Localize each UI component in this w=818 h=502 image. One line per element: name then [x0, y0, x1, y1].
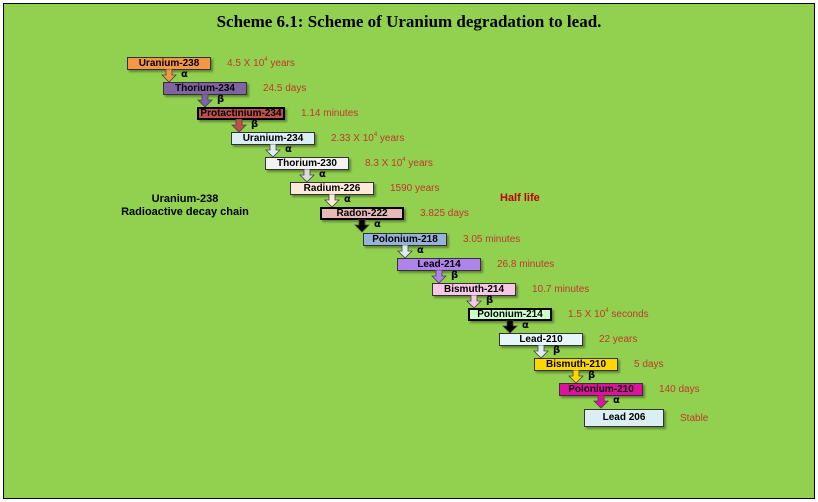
decay-arrow-icon — [324, 194, 340, 208]
half-life-value: 8.3 X 104 years — [365, 157, 433, 170]
alpha-decay-symbol: α — [319, 169, 326, 180]
decay-arrow-icon — [299, 169, 315, 183]
alpha-decay-symbol: α — [613, 395, 620, 406]
alpha-decay-symbol: α — [285, 144, 292, 155]
beta-decay-symbol: β — [553, 345, 561, 356]
half-life-mantissa: 2.33 X 10 — [331, 133, 374, 144]
half-life-value: 1590 years — [390, 183, 440, 194]
decay-arrow-icon — [161, 69, 177, 83]
half-life-value: 1.5 X 104 seconds — [568, 308, 649, 321]
half-life-exponent: 4 — [605, 308, 609, 314]
half-life-exponent: 4 — [402, 157, 406, 163]
half-life-value: 24.5 days — [263, 83, 307, 94]
half-life-value: 26.8 minutes — [497, 259, 555, 270]
alpha-decay-symbol: α — [181, 69, 188, 80]
half-life-exponent: 4 — [264, 57, 268, 63]
half-life-value: 140 days — [659, 384, 700, 395]
half-life-unit: years — [377, 133, 405, 144]
half-life-value: 2.33 X 104 years — [331, 132, 404, 145]
scheme-title: Scheme 6.1: Scheme of Uranium degradatio… — [216, 12, 602, 31]
alpha-decay-symbol: α — [522, 320, 529, 331]
half-life-unit: seconds — [608, 309, 649, 320]
alpha-decay-symbol: α — [344, 194, 351, 205]
decay-arrow-icon — [466, 295, 482, 309]
half-life-unit: years — [267, 58, 295, 69]
nuclide-box: Lead 206 — [584, 409, 664, 427]
decay-arrow-icon — [231, 119, 247, 133]
decay-arrow-icon — [568, 370, 584, 384]
decay-chain-label-line1: Uranium-238 — [151, 193, 219, 205]
decay-chain-label: Uranium-238 Radioactive decay chain — [100, 193, 270, 219]
half-life-value: 22 years — [599, 334, 638, 345]
half-life-value: 1.14 minutes — [301, 108, 359, 119]
half-life-mantissa: 4.5 X 10 — [227, 58, 265, 69]
half-life-value: 3.05 minutes — [463, 234, 521, 245]
half-life-value: 10.7 minutes — [532, 284, 590, 295]
half-life-unit: years — [405, 158, 433, 169]
half-life-heading: Half life — [500, 192, 540, 204]
beta-decay-symbol: β — [217, 94, 225, 105]
beta-decay-symbol: β — [451, 270, 459, 281]
decay-arrow-icon — [593, 395, 609, 409]
half-life-mantissa: 8.3 X 10 — [365, 158, 403, 169]
decay-arrow-icon — [502, 320, 518, 334]
half-life-value: 4.5 X 104 years — [227, 57, 295, 70]
half-life-mantissa: 1.5 X 10 — [568, 309, 606, 320]
decay-arrow-icon — [197, 94, 213, 108]
half-life-value: Stable — [680, 413, 709, 424]
alpha-decay-symbol: α — [374, 219, 381, 230]
decay-arrow-icon — [397, 245, 413, 259]
half-life-value: 5 days — [634, 359, 664, 370]
half-life-exponent: 4 — [373, 132, 378, 138]
half-life-value: 3.825 days — [420, 208, 469, 219]
beta-decay-symbol: β — [588, 370, 596, 381]
alpha-decay-symbol: α — [417, 245, 424, 256]
decay-chain-label-line2: Radioactive decay chain — [121, 206, 249, 218]
decay-arrow-icon — [533, 345, 549, 359]
decay-arrow-icon — [265, 144, 281, 158]
decay-arrow-icon — [354, 219, 370, 233]
decay-arrow-icon — [431, 270, 447, 284]
beta-decay-symbol: β — [251, 119, 259, 130]
beta-decay-symbol: β — [486, 295, 494, 306]
